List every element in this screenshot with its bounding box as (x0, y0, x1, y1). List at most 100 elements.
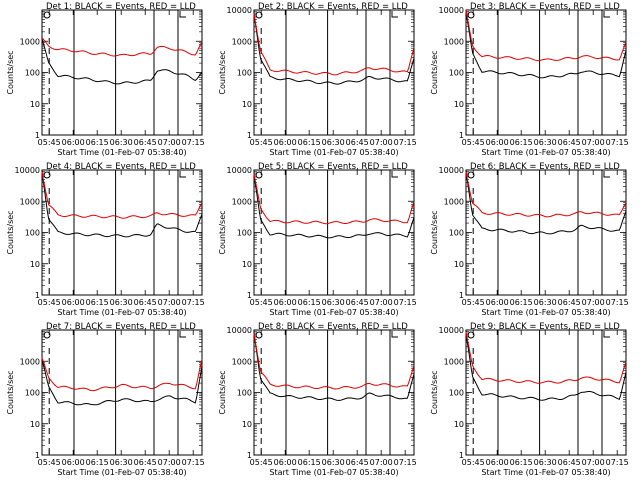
y-tick-label: 1000 (232, 357, 252, 366)
x-tick-label: 06:45 (346, 298, 369, 307)
end-marker-icon (603, 331, 610, 338)
lld-series-line (253, 333, 415, 390)
y-tick-label: 1000 (444, 37, 464, 46)
x-tick-label: 07:00 (582, 298, 605, 307)
events-series-line (465, 333, 627, 401)
end-marker-icon (391, 331, 398, 338)
x-tick-label: 06:30 (534, 458, 557, 467)
panel-det-9: 1 10 100 1000 10000 05:45 06:00 06:15 06:30 06:45… (430, 322, 629, 477)
y-tick-label: 10 (454, 100, 464, 109)
events-series-line (41, 171, 203, 238)
start-marker-icon (467, 171, 475, 179)
x-tick-label: 06:30 (110, 458, 133, 467)
y-axis-title: Counts/sec (430, 210, 439, 254)
events-series-line (253, 332, 415, 401)
y-tick-label: 1 (247, 291, 252, 300)
x-tick-label: 07:00 (158, 138, 181, 147)
y-tick-label: 1000 (444, 357, 464, 366)
y-tick-label: 1 (35, 451, 40, 460)
panel-title: Det 1: BLACK = Events, RED = LLD (46, 2, 196, 12)
y-axis-title: Counts/sec (430, 370, 439, 414)
events-series-line (465, 11, 627, 79)
y-tick-label: 100 (449, 389, 464, 398)
panel-det-5: 1 10 100 1000 10000 05:45 06:00 06:15 06:30 06:45… (218, 162, 417, 317)
start-marker-icon (43, 331, 51, 339)
lld-series-line (41, 172, 203, 219)
x-axis-title: Start Time (01-Feb-07 05:38:40) (481, 308, 610, 317)
end-marker-icon (391, 171, 398, 178)
y-axis-title: Counts/sec (6, 210, 15, 254)
x-tick-label: 07:00 (370, 298, 393, 307)
x-tick-label: 06:45 (134, 298, 157, 307)
x-tick-label: 06:15 (510, 458, 533, 467)
y-tick-label: 100 (237, 389, 252, 398)
x-tick-label: 06:45 (134, 138, 157, 147)
y-tick-label: 1 (35, 131, 40, 140)
panel-title: Det 4: BLACK = Events, RED = LLD (46, 162, 196, 172)
x-tick-label: 07:15 (606, 458, 629, 467)
x-tick-label: 06:30 (110, 298, 133, 307)
x-tick-label: 05:45 (38, 298, 61, 307)
x-axis-title: Start Time (01-Feb-07 05:38:40) (481, 468, 610, 477)
start-marker-icon (43, 11, 51, 19)
x-tick-label: 06:15 (298, 138, 321, 147)
start-marker-icon (255, 171, 263, 179)
x-tick-label: 07:00 (370, 138, 393, 147)
x-axis-title: Start Time (01-Feb-07 05:38:40) (269, 308, 398, 317)
panel-title: Det 6: BLACK = Events, RED = LLD (470, 162, 620, 172)
panel-det-3: 1 10 100 1000 10000 05:45 06:00 06:15 06:30 06:45… (430, 2, 629, 157)
y-tick-label: 1 (35, 291, 40, 300)
y-tick-label: 10 (454, 420, 464, 429)
y-tick-label: 100 (25, 229, 40, 238)
x-tick-label: 05:45 (38, 458, 61, 467)
y-axis-title: Counts/sec (218, 210, 227, 254)
panel-title: Det 3: BLACK = Events, RED = LLD (470, 2, 620, 12)
x-tick-label: 07:00 (158, 298, 181, 307)
x-tick-label: 05:45 (250, 458, 273, 467)
y-tick-label: 100 (449, 69, 464, 78)
y-tick-label: 1000 (232, 37, 252, 46)
x-tick-label: 07:15 (394, 298, 417, 307)
x-tick-label: 06:15 (298, 298, 321, 307)
x-tick-label: 06:00 (486, 138, 509, 147)
y-tick-label: 100 (25, 389, 40, 398)
start-marker-icon (255, 331, 263, 339)
end-marker-icon (391, 11, 398, 18)
x-tick-label: 05:45 (462, 138, 485, 147)
y-tick-label: 10000 (227, 166, 252, 175)
x-axis-title: Start Time (01-Feb-07 05:38:40) (57, 468, 186, 477)
panel-det-7: 1 10 100 1000 05:45 06:00 06:15 06:30 06:45 07:00… (6, 322, 205, 477)
y-axis-title: Counts/sec (218, 370, 227, 414)
x-tick-label: 06:45 (346, 138, 369, 147)
x-tick-label: 06:00 (274, 138, 297, 147)
x-tick-label: 07:15 (394, 458, 417, 467)
y-tick-label: 10 (30, 100, 40, 109)
lld-series-line (41, 357, 203, 392)
y-tick-label: 1 (459, 291, 464, 300)
y-tick-label: 10000 (227, 6, 252, 15)
x-tick-label: 06:00 (274, 458, 297, 467)
events-series-line (253, 174, 415, 239)
x-tick-label: 06:00 (62, 458, 85, 467)
panel-title: Det 5: BLACK = Events, RED = LLD (258, 162, 408, 172)
y-axis-title: Counts/sec (6, 50, 15, 94)
y-tick-label: 10000 (15, 166, 40, 175)
y-tick-label: 10 (242, 100, 252, 109)
panel-det-6: 1 10 100 1000 10000 05:45 06:00 06:15 06:30 06:45… (430, 162, 629, 317)
x-tick-label: 06:15 (510, 298, 533, 307)
x-tick-label: 05:45 (462, 298, 485, 307)
y-axis-title: Counts/sec (218, 50, 227, 94)
x-tick-label: 07:00 (582, 138, 605, 147)
x-tick-label: 06:45 (134, 458, 157, 467)
y-tick-label: 100 (449, 229, 464, 238)
x-tick-label: 05:45 (462, 458, 485, 467)
y-tick-label: 1 (247, 451, 252, 460)
x-tick-label: 05:45 (250, 138, 273, 147)
y-tick-label: 1 (459, 131, 464, 140)
panel-det-4: 1 10 100 1000 10000 05:45 06:00 06:15 06:30 06:45… (6, 162, 205, 317)
y-tick-label: 1 (247, 131, 252, 140)
x-tick-label: 05:45 (250, 298, 273, 307)
y-tick-label: 1000 (444, 197, 464, 206)
y-tick-label: 100 (237, 69, 252, 78)
